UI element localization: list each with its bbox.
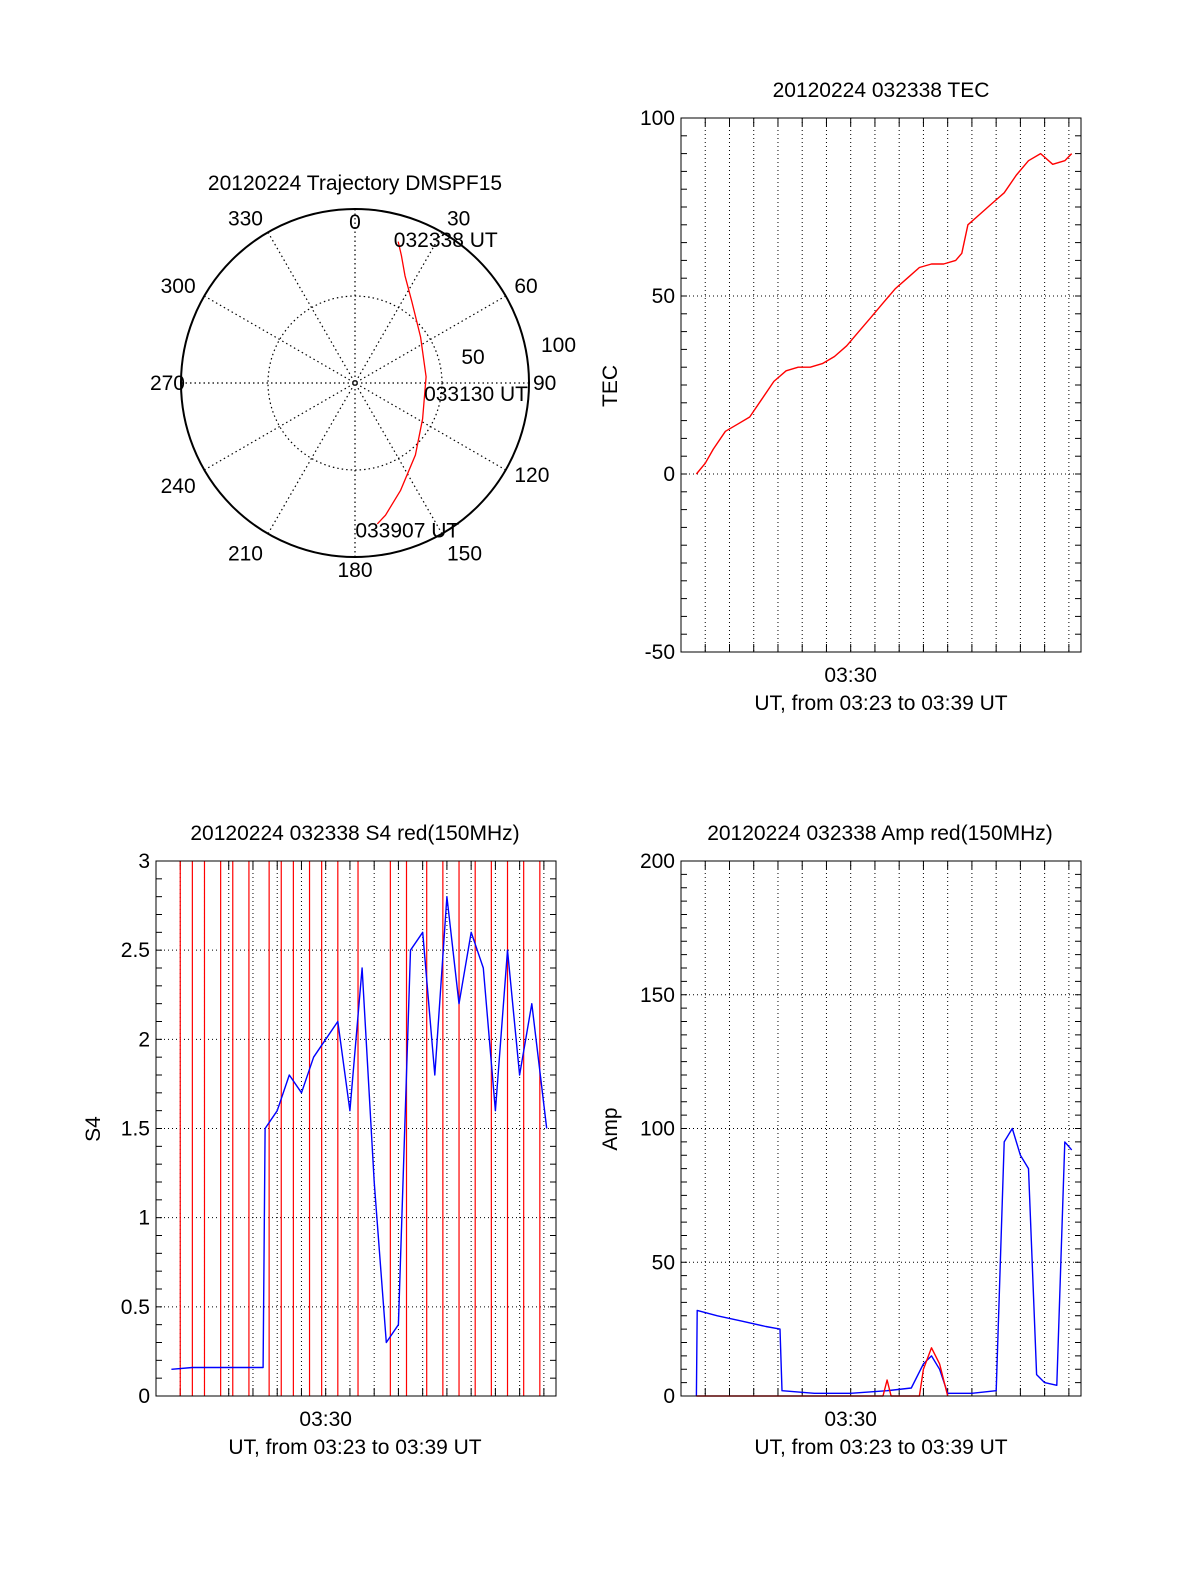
amp-xlabel: UT, from 03:23 to 03:39 UT [754,1436,1007,1459]
polar-angle-label: 30 [447,208,470,231]
polar-angle-label: 120 [514,464,549,487]
polar-angle-label: 60 [514,275,537,298]
polar-title: 20120224 Trajectory DMSPF15 [208,172,502,195]
s4-grid [156,860,556,1397]
y-tick-label: 150 [640,984,675,1007]
y-tick-label: 0 [663,463,675,486]
tec-grid [681,117,1081,653]
y-tick-label: 0.5 [121,1296,150,1319]
polar-trajectory-line [376,241,427,525]
amp-tick-labels: 0 50 100 150 200 03:30 [640,850,877,1431]
y-tick-label: -50 [645,641,675,664]
y-tick-label: 0 [138,1385,150,1408]
polar-angle-label: 90 [533,372,556,395]
polar-angle-label: 0 [349,211,361,234]
tec-tick-labels: -50 0 50 100 03:30 [640,107,877,687]
polar-angle-label: 300 [161,275,196,298]
y-tick-label: 100 [640,107,675,130]
polar-angle-label: 210 [228,542,263,565]
y-tick-label: 50 [652,1251,675,1274]
polar-angle-label: 150 [447,542,482,565]
x-tick-label: 03:30 [824,1408,877,1431]
polar-angle-label: 330 [228,208,263,231]
polar-time-annotation: 033907 UT [355,520,459,543]
y-tick-label: 1.5 [121,1118,150,1141]
s4-title: 20120224 032338 S4 red(150MHz) [190,822,519,845]
polar-radial-label: 50 [461,346,484,369]
series-line [695,1127,1073,1397]
y-tick-label: 1 [138,1207,150,1230]
x-tick-label: 03:30 [824,664,877,687]
s4-series [171,896,548,1370]
polar-trajectory-series [376,241,427,525]
s4-plot-frame [155,860,557,1397]
tec-chart: 20120224 032338 TEC TEC UT, from 03:23 t… [599,79,1082,715]
polar-angle-label: 270 [150,372,185,395]
tec-xlabel: UT, from 03:23 to 03:39 UT [754,692,1007,715]
polar-radial-labels: 50 100 [461,334,576,369]
y-tick-label: 3 [138,850,150,873]
polar-time-annotation: 033130 UT [424,383,528,406]
series-line [171,896,548,1370]
y-tick-label: 2 [138,1028,150,1051]
x-tick-label: 03:30 [299,1408,352,1431]
polar-angle-labels: 0 30 60 90 120 150 180 210 240 270 300 330 [150,208,556,582]
amp-series [695,1127,1073,1397]
tec-title: 20120224 032338 TEC [773,79,990,102]
polar-radial-label: 100 [541,334,576,357]
amp-plot-frame [680,860,1082,1397]
amp-grid [681,860,1081,1397]
amp-ylabel: Amp [599,1107,622,1150]
polar-angle-label: 240 [161,475,196,498]
polar-time-annotation: 032338 UT [394,229,498,252]
amp-title: 20120224 032338 Amp red(150MHz) [707,822,1053,845]
amp-chart: 20120224 032338 Amp red(150MHz) Amp UT, … [599,822,1082,1459]
y-tick-label: 50 [652,285,675,308]
s4-red-spikes [179,861,541,1396]
tec-series [695,152,1073,475]
s4-tick-labels: 0 0.5 1 1.5 2 2.5 3 03:30 [121,850,352,1431]
y-tick-label: 100 [640,1118,675,1141]
y-tick-label: 2.5 [121,939,150,962]
polar-grid [180,208,530,558]
s4-ylabel: S4 [82,1116,105,1142]
series-line [695,152,1073,475]
polar-angle-label: 180 [337,559,372,582]
s4-xlabel: UT, from 03:23 to 03:39 UT [228,1436,481,1459]
tec-plot-frame [680,117,1082,653]
tec-ylabel: TEC [599,365,622,407]
y-tick-label: 200 [640,850,675,873]
polar-trajectory-chart: 20120224 Trajectory DMSPF15 0 30 60 90 120 15… [150,172,576,582]
s4-chart: 20120224 032338 S4 red(150MHz) S4 UT, fr… [82,822,557,1459]
polar-annotations: 032338 UT 033130 UT 033907 UT [355,229,528,543]
y-tick-label: 0 [663,1385,675,1408]
